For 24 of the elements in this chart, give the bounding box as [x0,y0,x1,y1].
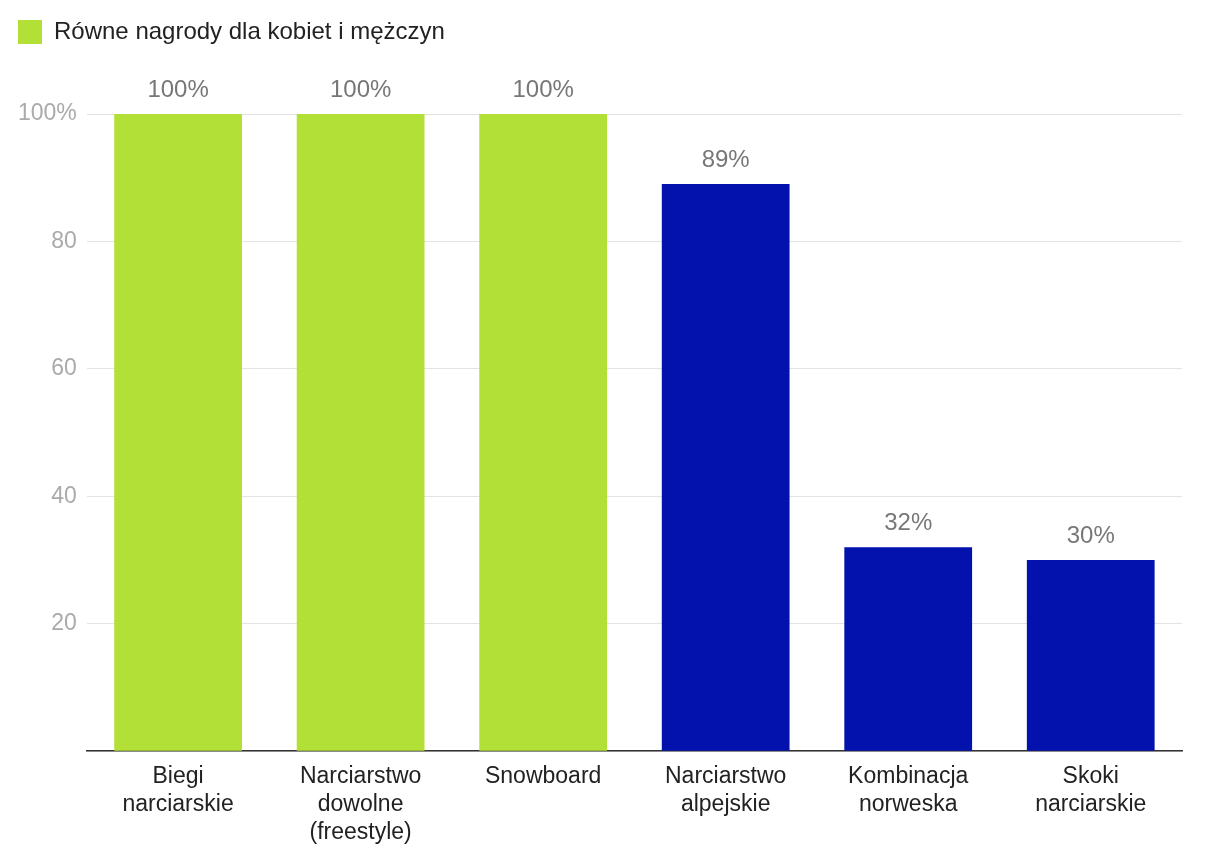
x-tick-label: Skoki narciarskie [1035,762,1147,816]
y-tick-label: 80 [51,226,77,253]
bar [1026,560,1155,751]
x-tick-label: Biegi narciarskie [122,762,234,816]
x-tick-label: Narciarstwo dowolne (freestyle) [299,762,422,844]
y-tick-label: 20 [51,609,77,636]
data-label: 89% [701,144,750,172]
bar [479,114,608,751]
data-label: 100% [512,74,574,102]
bar [296,114,425,751]
x-tick-label: Kombinacja norweska [848,762,969,816]
x-tick-label: Narciarstwo alpejskie [664,762,787,816]
bar [661,184,790,751]
y-tick-label: 40 [51,481,77,508]
legend-label: Równe nagrody dla kobiet i mężczyn [54,16,445,44]
y-tick-label: 60 [51,354,77,381]
bar [114,114,242,751]
data-label: 100% [329,74,392,102]
y-tick-label: 100% [18,99,77,126]
bar [844,547,973,751]
data-label: 100% [147,74,209,102]
data-label: 30% [1066,520,1115,548]
x-tick-label: Snowboard [484,762,602,789]
data-label: 32% [884,507,933,535]
